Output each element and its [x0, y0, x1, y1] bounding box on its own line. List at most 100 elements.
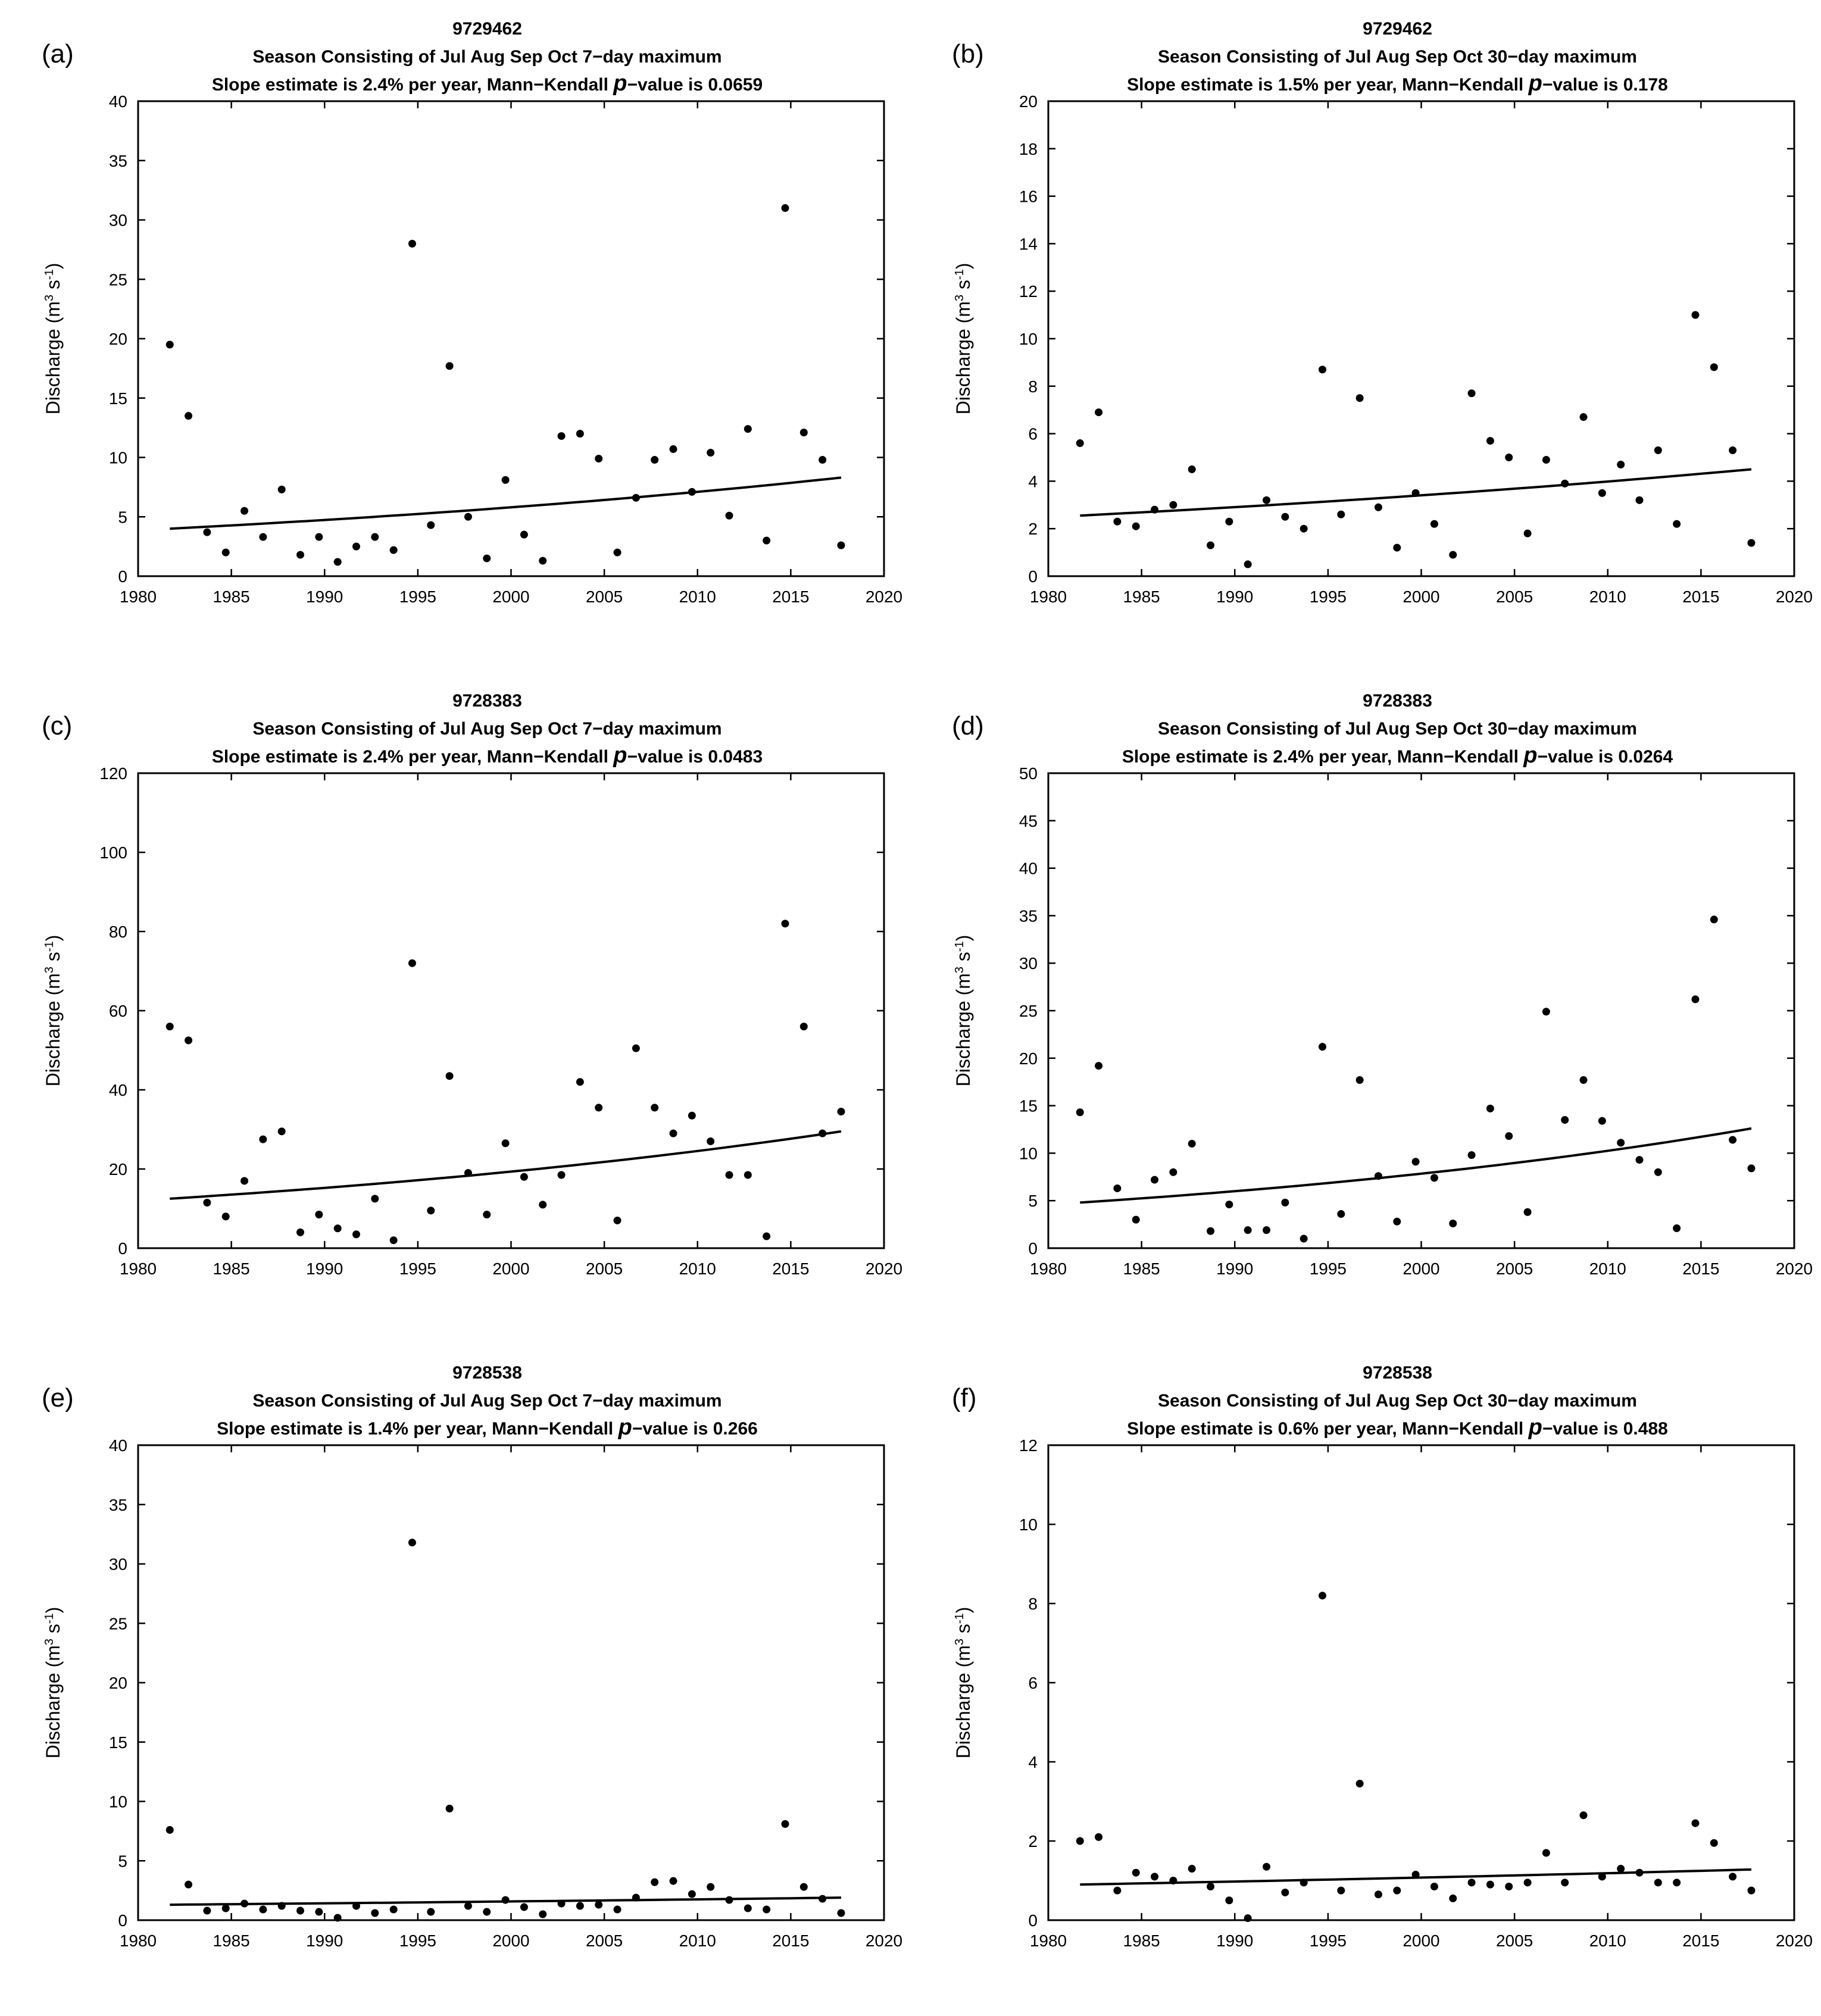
data-point — [725, 1896, 733, 1904]
y-tick-label: 0 — [1028, 1911, 1038, 1930]
data-point — [296, 1228, 305, 1236]
x-tick-label: 1980 — [120, 1259, 157, 1278]
data-point — [1691, 1819, 1700, 1827]
x-tick-label: 1985 — [213, 1931, 249, 1950]
x-tick-label: 2005 — [1496, 1259, 1533, 1278]
data-point — [1561, 479, 1569, 487]
ylabel-part: ) — [42, 1607, 64, 1614]
data-point — [1598, 1873, 1606, 1881]
data-point — [1691, 995, 1700, 1004]
data-point — [819, 1895, 827, 1903]
p-symbol: p — [613, 71, 627, 96]
data-point — [389, 546, 398, 554]
y-tick-label: 40 — [109, 1081, 127, 1099]
data-point — [819, 455, 827, 464]
data-point — [613, 1905, 621, 1914]
chart-slope-line: Slope estimate is 2.4% per year, Mann−Ke… — [212, 71, 763, 96]
y-tick-label: 2 — [1028, 1832, 1038, 1851]
y-tick-label: 50 — [1019, 764, 1038, 783]
data-point — [1225, 517, 1233, 526]
ylabel-superscript: -1 — [953, 269, 966, 280]
data-point — [1542, 455, 1550, 464]
data-point — [1486, 1880, 1494, 1889]
data-point — [203, 1199, 211, 1207]
data-point — [427, 521, 435, 529]
y-tick-label: 5 — [118, 508, 127, 526]
data-point — [371, 1195, 379, 1203]
data-point — [296, 551, 305, 559]
data-point — [1281, 1888, 1289, 1896]
y-tick-label: 0 — [118, 1239, 127, 1258]
data-point — [1430, 520, 1438, 528]
data-point — [1617, 1865, 1625, 1873]
ylabel-part: Discharge (m — [42, 1645, 64, 1758]
data-point — [837, 541, 845, 549]
y-tick-label: 10 — [109, 449, 127, 467]
y-tick-label: 12 — [1019, 1436, 1038, 1455]
data-point — [1654, 446, 1662, 455]
y-tick-label: 80 — [109, 923, 127, 941]
y-tick-label: 45 — [1019, 812, 1038, 830]
slope-text: Slope estimate is 0.6% per year, Mann−Ke… — [1127, 1419, 1528, 1439]
data-point — [1151, 1176, 1159, 1184]
ylabel-part: s — [42, 1624, 64, 1639]
data-point — [1095, 1062, 1103, 1070]
y-tick-label: 15 — [109, 1733, 127, 1752]
data-point — [1318, 365, 1326, 374]
data-point — [799, 1023, 808, 1031]
data-point — [1747, 539, 1756, 547]
data-point — [1654, 1879, 1662, 1887]
x-tick-label: 1995 — [399, 587, 436, 606]
data-point — [165, 1826, 174, 1834]
data-point — [1300, 1879, 1308, 1887]
x-tick-label: 2015 — [1682, 1259, 1719, 1278]
x-tick-label: 2005 — [1496, 587, 1533, 606]
x-tick-label: 2015 — [772, 1259, 809, 1278]
plot-frame — [1047, 1444, 1795, 1921]
y-tick-label: 6 — [1028, 1674, 1038, 1692]
data-point — [408, 1539, 416, 1547]
data-point — [1561, 1116, 1569, 1124]
data-point — [501, 1896, 510, 1904]
y-axis-label: Discharge (m3 s-1) — [952, 1607, 974, 1759]
ylabel-part: Discharge (m — [42, 301, 64, 414]
data-point — [688, 1890, 696, 1898]
data-point — [1263, 496, 1271, 504]
data-point — [1449, 551, 1457, 559]
p-value-text: −value is 0.0483 — [627, 747, 763, 767]
ylabel-part: Discharge (m — [952, 301, 974, 414]
data-point — [744, 1904, 752, 1912]
x-tick-label: 1995 — [399, 1931, 436, 1950]
data-point — [1225, 1896, 1233, 1905]
data-point — [1579, 1076, 1588, 1084]
ylabel-part: ) — [952, 263, 974, 270]
x-tick-label: 1995 — [1310, 1259, 1347, 1278]
data-point — [259, 533, 267, 541]
data-point — [1729, 1136, 1737, 1144]
data-point — [1355, 394, 1364, 402]
data-point — [1579, 1811, 1588, 1820]
y-tick-label: 40 — [1019, 859, 1038, 878]
data-point — [799, 1883, 808, 1891]
data-point — [1076, 439, 1084, 448]
x-tick-label: 2000 — [1403, 1259, 1439, 1278]
ylabel-part: s — [952, 1624, 974, 1639]
y-tick-label: 30 — [109, 1555, 127, 1574]
x-tick-label: 1995 — [1310, 1931, 1347, 1950]
data-point — [1169, 1877, 1177, 1884]
x-tick-label: 2020 — [1776, 1931, 1813, 1950]
data-point — [595, 1104, 603, 1112]
data-point — [1076, 1837, 1084, 1845]
ylabel-part: ) — [42, 263, 64, 270]
data-point — [259, 1905, 267, 1914]
data-point — [165, 340, 174, 349]
y-tick-label: 20 — [109, 1160, 127, 1179]
data-point — [1113, 517, 1122, 526]
y-tick-label: 5 — [118, 1852, 127, 1870]
ylabel-part: ) — [952, 935, 974, 942]
data-point — [371, 1909, 379, 1917]
chart-panel: (f) 9728538 Season Consisting of Jul Aug S… — [952, 1363, 1813, 1950]
chart-slope-line: Slope estimate is 2.4% per year, Mann−Ke… — [212, 743, 763, 768]
data-point — [1263, 1226, 1271, 1234]
